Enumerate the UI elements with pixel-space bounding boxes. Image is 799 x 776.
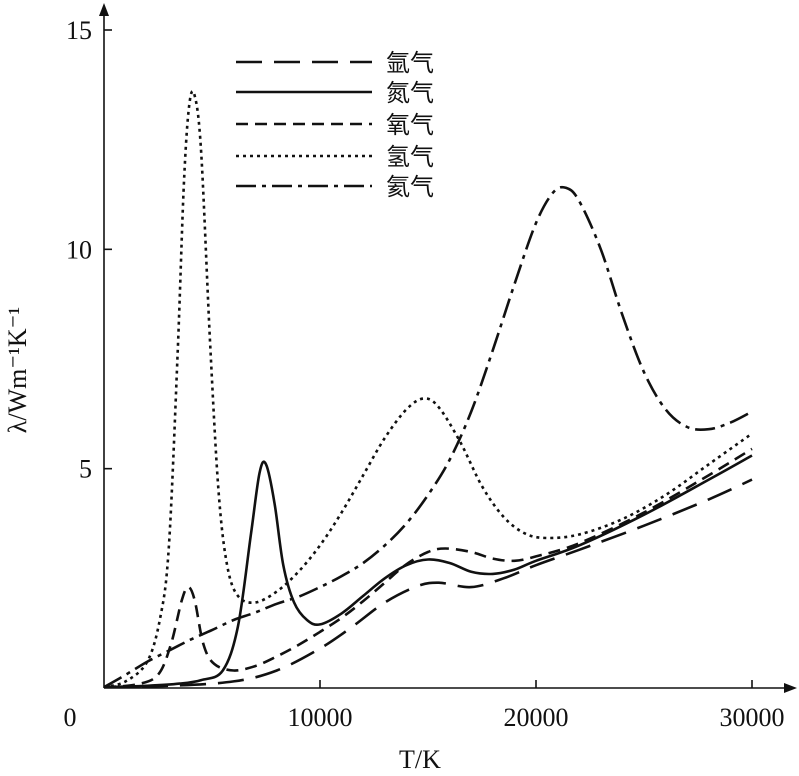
x-tick-label: 10000 <box>288 703 353 732</box>
x-axis-title: T/K <box>399 745 441 774</box>
y-tick-label: 15 <box>66 16 92 45</box>
x-tick-label: 30000 <box>720 703 785 732</box>
axes <box>99 3 797 693</box>
legend-label-oxygen: 氧气 <box>386 111 434 139</box>
series-line-hydrogen <box>103 89 753 689</box>
legend-label-nitrogen: 氮气 <box>386 79 434 107</box>
y-axis-title: λ/Wm⁻¹K⁻¹ <box>3 307 32 433</box>
series-group <box>103 89 753 689</box>
legend-label-hydrogen: 氢气 <box>386 143 434 171</box>
x-tick-label: 20000 <box>504 703 569 732</box>
legend-label-helium: 氦气 <box>386 173 434 201</box>
y-tick-label: 10 <box>66 235 92 264</box>
x-tick-label: 0 <box>64 703 77 732</box>
y-tick-label: 5 <box>79 455 92 484</box>
tick-group: 0 10000 20000 30000 5 10 15 <box>64 16 785 732</box>
y-axis-arrow <box>99 3 109 16</box>
series-line-argon <box>103 478 753 689</box>
series-line-helium <box>103 185 753 689</box>
series-line-nitrogen <box>103 454 753 689</box>
x-axis-arrow <box>784 683 797 693</box>
legend-label-argon: 氩气 <box>386 49 434 77</box>
series-line-oxygen <box>103 447 753 689</box>
